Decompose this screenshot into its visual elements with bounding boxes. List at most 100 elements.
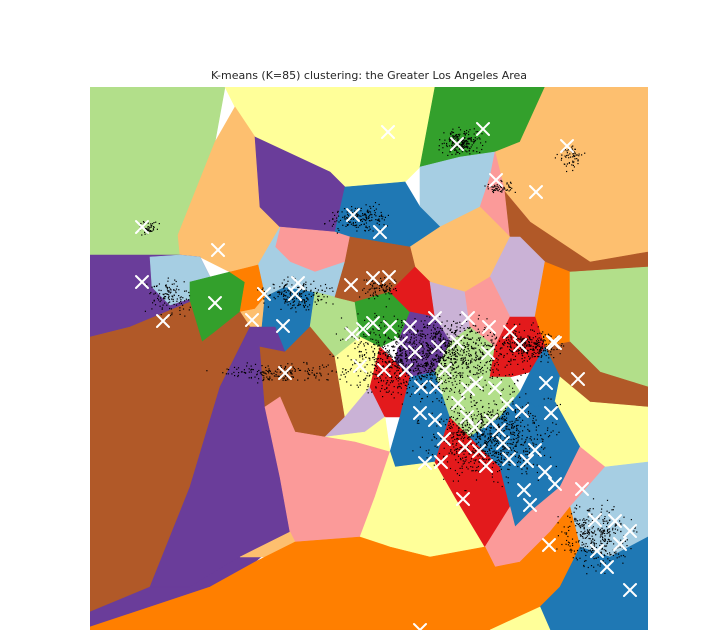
data-point-1610 (385, 391, 387, 393)
data-point-3815 (339, 378, 341, 380)
data-point-3342 (600, 534, 602, 536)
data-point-1789 (372, 357, 374, 359)
data-point-4090 (535, 347, 537, 349)
data-point-1980 (452, 364, 454, 366)
data-point-2870 (482, 405, 484, 408)
data-point-3404 (603, 529, 605, 531)
data-point-3638 (599, 536, 601, 538)
data-point-1440 (364, 366, 366, 368)
data-point-1474 (376, 378, 378, 380)
data-point-2730 (550, 398, 552, 400)
data-point-4 (466, 142, 468, 144)
data-point-1173 (463, 360, 465, 362)
data-point-3654 (593, 532, 595, 534)
data-point-1104 (433, 335, 435, 338)
data-point-42 (442, 147, 444, 149)
data-point-3657 (597, 564, 599, 566)
data-point-1167 (378, 344, 380, 346)
data-point-3139 (479, 435, 481, 437)
data-point-310 (372, 230, 374, 232)
data-point-1200 (421, 333, 423, 335)
data-point-2040 (532, 322, 534, 324)
centroid-marker-4 (560, 139, 574, 153)
data-point-795 (317, 298, 319, 300)
data-point-1681 (430, 329, 432, 331)
data-point-2292 (425, 362, 427, 364)
data-point-3393 (592, 548, 594, 550)
data-point-1555 (436, 331, 438, 333)
data-point-1017 (409, 369, 411, 372)
data-point-3908 (533, 341, 535, 344)
data-point-2758 (515, 429, 518, 432)
data-point-1408 (355, 359, 357, 361)
data-point-305 (373, 210, 376, 212)
data-point-2361 (420, 365, 422, 367)
data-point-3481 (584, 519, 586, 521)
data-point-2880 (449, 416, 451, 418)
data-point-4001 (522, 355, 524, 357)
data-point-864 (371, 287, 373, 289)
data-point-1301 (346, 326, 348, 328)
data-point-3209 (454, 453, 456, 455)
data-point-3558 (614, 524, 616, 526)
data-point-394 (382, 216, 384, 218)
data-point-3461 (624, 556, 626, 558)
data-point-290 (354, 210, 356, 212)
data-point-1350 (384, 351, 386, 354)
data-point-1740 (464, 337, 466, 339)
data-point-4044 (542, 340, 544, 342)
data-point-1405 (385, 320, 387, 322)
data-point-894 (374, 292, 376, 294)
data-point-1075 (416, 360, 418, 362)
data-point-552 (179, 297, 181, 299)
data-point-580 (163, 296, 166, 298)
data-point-3620 (602, 539, 604, 541)
data-point-1586 (501, 401, 503, 403)
data-point-2548 (537, 479, 539, 481)
data-point-1056 (441, 357, 443, 359)
data-point-867 (385, 287, 387, 289)
data-point-3793 (306, 362, 308, 364)
data-point-3520 (576, 522, 578, 524)
data-point-85 (442, 152, 444, 154)
data-point-3721 (271, 373, 273, 375)
data-point-3028 (497, 471, 499, 473)
data-point-2254 (496, 361, 498, 363)
data-point-358 (368, 215, 370, 217)
data-point-1990 (453, 332, 455, 334)
data-point-1667 (421, 343, 423, 345)
data-point-4069 (548, 354, 550, 356)
data-point-3270 (443, 478, 445, 480)
data-point-4066 (518, 331, 520, 333)
data-point-3857 (531, 354, 533, 356)
data-point-3902 (532, 329, 534, 331)
data-point-1877 (459, 354, 461, 356)
data-point-2729 (454, 438, 456, 441)
data-point-1934 (443, 354, 446, 356)
data-point-74 (485, 141, 487, 143)
data-point-622 (331, 287, 333, 289)
data-point-1592 (519, 323, 521, 325)
data-point-2307 (425, 342, 427, 344)
data-point-141 (481, 133, 483, 135)
data-point-2670 (472, 430, 474, 432)
data-point-2033 (406, 355, 408, 357)
data-point-190 (446, 144, 448, 146)
data-point-560 (144, 310, 146, 312)
data-point-4115 (514, 341, 516, 343)
data-point-3463 (603, 554, 605, 556)
data-point-1463 (391, 375, 393, 377)
data-point-594 (168, 295, 170, 298)
data-point-807 (290, 291, 292, 293)
data-point-3939 (541, 342, 544, 345)
data-point-1857 (386, 387, 388, 389)
data-point-2405 (380, 380, 382, 382)
data-point-546 (164, 298, 166, 300)
data-point-1305 (429, 324, 431, 327)
data-point-542 (159, 305, 161, 307)
data-point-2815 (443, 440, 445, 442)
data-point-1935 (423, 354, 425, 357)
data-point-1991 (465, 362, 467, 365)
data-point-3768 (250, 365, 252, 367)
data-point-2915 (522, 419, 524, 421)
